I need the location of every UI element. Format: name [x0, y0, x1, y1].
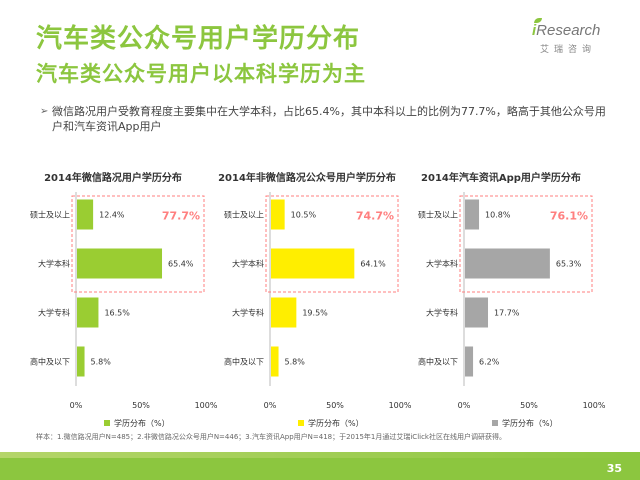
iresearch-logo: iResearch 艾瑞咨询	[532, 18, 616, 58]
chart-non-wechat-traffic: 2014年非微信路况公众号用户学历分布硕士及以上 10.5% 大学本科 64.1% 大学…	[212, 168, 412, 430]
category-label: 高中及以下	[224, 357, 264, 367]
bar	[77, 248, 163, 279]
category-label: 硕士及以上	[418, 210, 458, 220]
footer-bar: 35	[0, 452, 640, 480]
highlight-box	[265, 195, 399, 293]
logo-brand-rest: Research	[536, 22, 601, 39]
highlight-label: 77.7%	[162, 210, 200, 223]
value-label: 17.7%	[494, 309, 520, 318]
category-label: 大学专科	[38, 308, 70, 318]
chart-title: 2014年非微信路况公众号用户学历分布	[218, 171, 396, 184]
value-label: 19.5%	[302, 309, 328, 318]
x-tick-label: 0%	[458, 401, 471, 410]
x-tick-label: 0%	[70, 401, 83, 410]
logo-brand-i: i	[532, 22, 537, 39]
highlight-box	[71, 195, 205, 293]
footer-band	[0, 458, 640, 480]
chart-title: 2014年微信路况用户学历分布	[44, 171, 182, 184]
chart-wechat-traffic: 2014年微信路况用户学历分布硕士及以上 12.4% 大学本科 65.4% 大学专科 16…	[18, 168, 218, 430]
page-subtitle: 汽车类公众号用户以本科学历为主	[36, 62, 366, 86]
value-label: 6.2%	[479, 358, 500, 367]
legend-swatch	[492, 420, 498, 426]
value-label: 10.5%	[291, 211, 317, 220]
bar	[271, 199, 285, 230]
leaf-icon	[534, 18, 542, 23]
legend-label: 学历分布（%）	[308, 418, 364, 428]
category-label: 高中及以下	[418, 357, 458, 367]
bar	[77, 346, 85, 377]
category-label: 硕士及以上	[224, 210, 264, 220]
page-title: 汽车类公众号用户学历分布	[36, 24, 361, 54]
x-tick-label: 100%	[389, 401, 412, 410]
value-label: 65.3%	[556, 260, 582, 269]
category-label: 大学本科	[38, 259, 70, 269]
value-label: 5.8%	[285, 358, 306, 367]
value-label: 64.1%	[360, 260, 386, 269]
category-label: 大学本科	[232, 259, 264, 269]
category-label: 大学专科	[232, 308, 264, 318]
footer-stripe	[0, 452, 640, 458]
logo-brand: iResearch	[532, 22, 600, 39]
bar	[77, 297, 99, 328]
value-label: 65.4%	[168, 260, 194, 269]
logo-cn: 艾瑞咨询	[540, 45, 597, 55]
x-tick-label: 0%	[264, 401, 277, 410]
highlight-label: 76.1%	[550, 210, 588, 223]
bar	[271, 346, 279, 377]
bar	[77, 199, 94, 230]
chart-auto-app: 2014年汽车资讯App用户学历分布 硕士及以上 10.8% 大学本科 65.3% 大学专…	[406, 168, 606, 430]
legend-swatch	[104, 420, 110, 426]
value-label: 16.5%	[104, 309, 130, 318]
highlight-box	[459, 195, 593, 293]
bar	[271, 248, 355, 279]
category-label: 硕士及以上	[30, 210, 70, 220]
bullet-point: ➢ 微信路况用户受教育程度主要集中在大学本科，占比65.4%，其中本科以上的比例…	[40, 104, 610, 134]
bar	[465, 346, 474, 377]
bullet-text: 微信路况用户受教育程度主要集中在大学本科，占比65.4%，其中本科以上的比例为7…	[52, 105, 606, 133]
legend-label: 学历分布（%）	[502, 418, 558, 428]
highlight-label: 74.7%	[356, 210, 394, 223]
value-label: 5.8%	[91, 358, 112, 367]
footnote: 样本：1.微信路况用户N=485；2.非微信路况公众号用户N=446；3.汽车资…	[36, 433, 506, 441]
chart-title: 2014年汽车资讯App用户学历分布	[421, 171, 581, 184]
x-tick-label: 50%	[520, 401, 538, 410]
category-label: 大学专科	[426, 308, 458, 318]
value-label: 10.8%	[485, 211, 511, 220]
bar	[271, 297, 297, 328]
bullet-arrow-icon: ➢	[40, 106, 49, 117]
value-label: 12.4%	[99, 211, 125, 220]
x-tick-label: 100%	[583, 401, 606, 410]
bar	[465, 248, 550, 279]
x-tick-label: 50%	[326, 401, 344, 410]
x-tick-label: 50%	[132, 401, 150, 410]
category-label: 大学本科	[426, 259, 458, 269]
legend-swatch	[298, 420, 304, 426]
page-number: 35	[606, 462, 622, 475]
x-tick-label: 100%	[195, 401, 218, 410]
bar	[465, 297, 489, 328]
legend-label: 学历分布（%）	[114, 418, 170, 428]
bar	[465, 199, 480, 230]
category-label: 高中及以下	[30, 357, 70, 367]
